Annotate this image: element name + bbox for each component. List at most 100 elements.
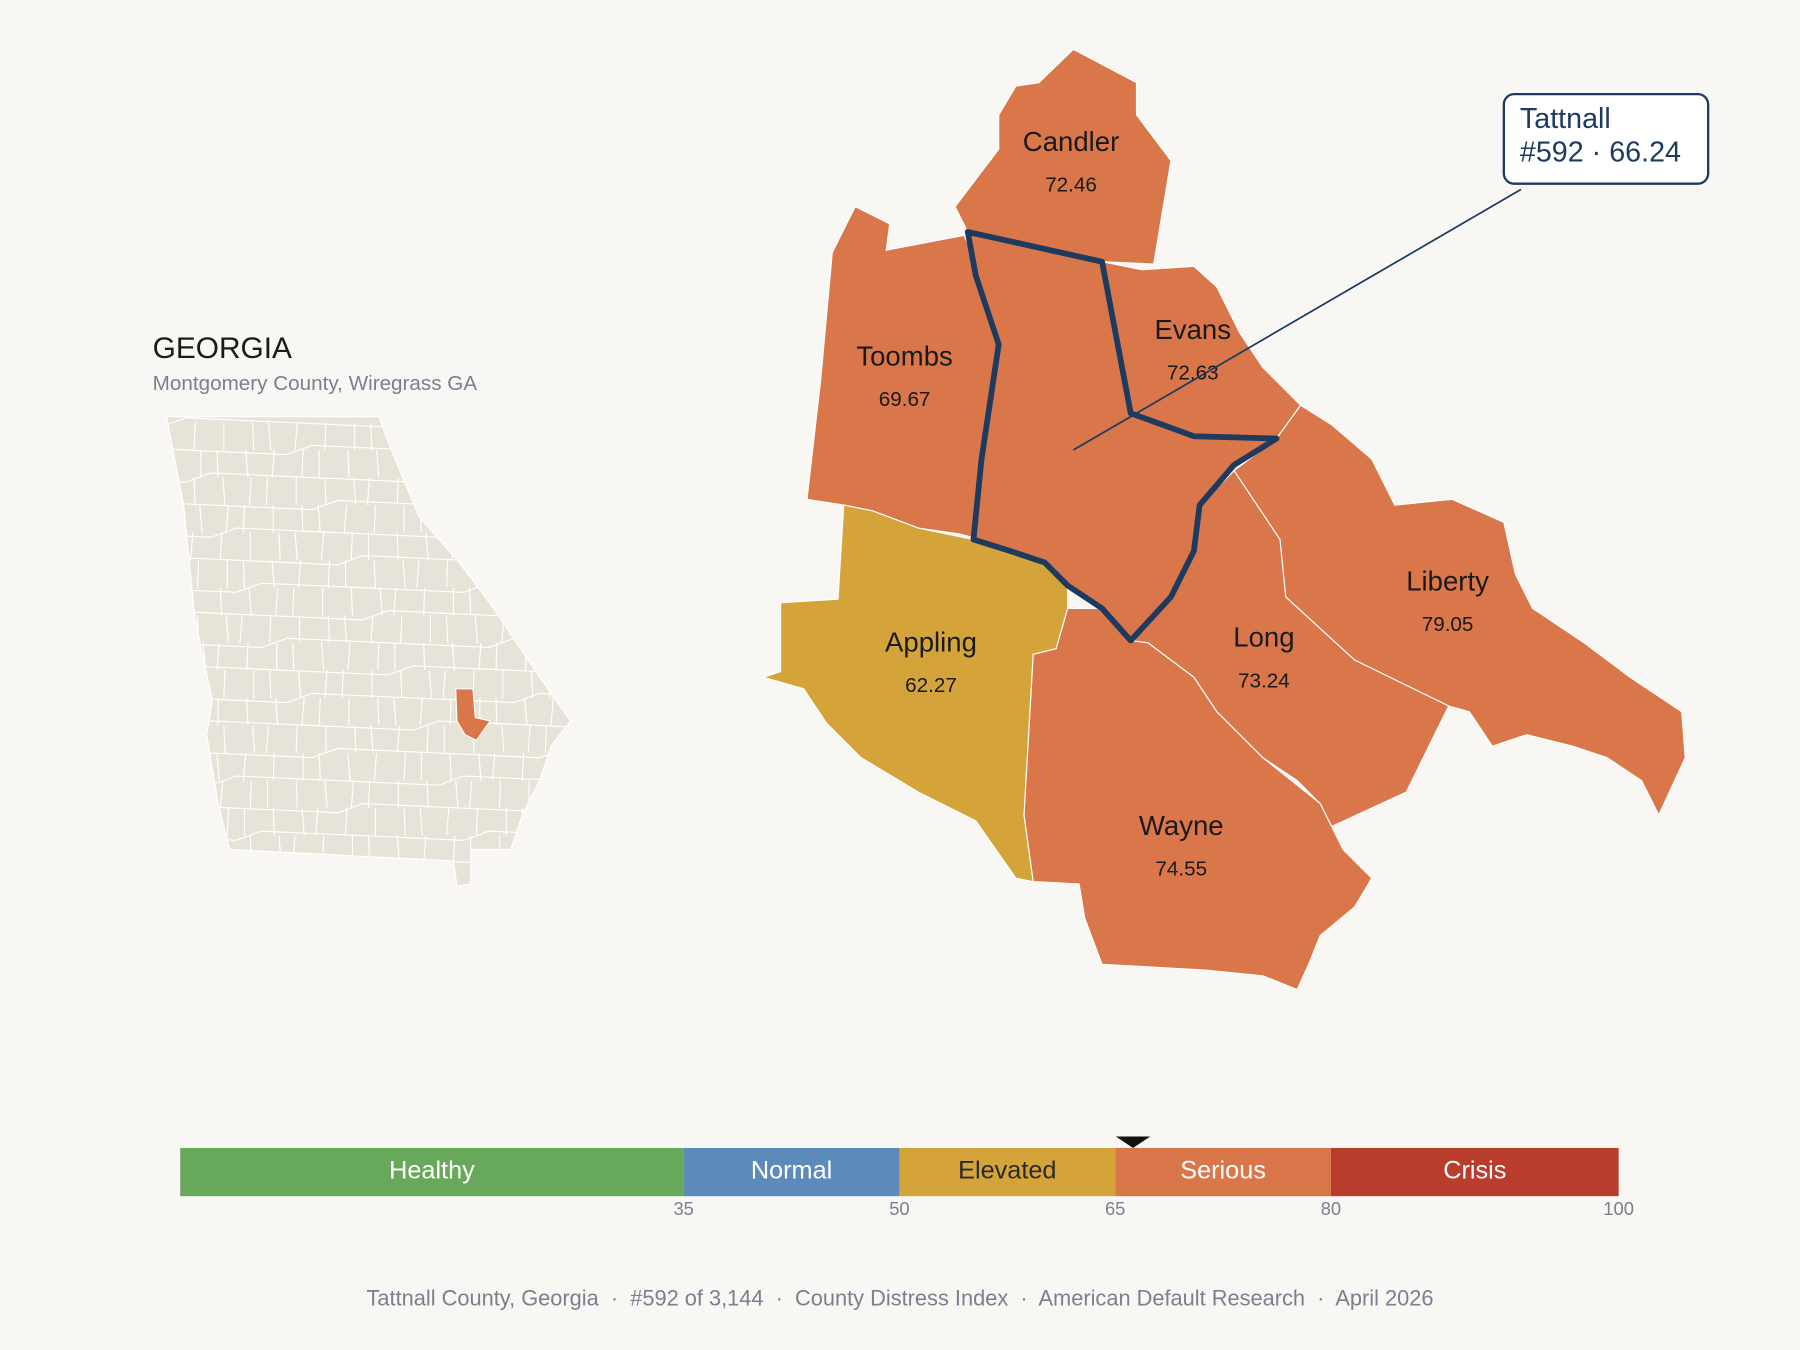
county-border [425,422,429,451]
county-border [176,532,180,561]
county-border [295,780,298,809]
county-border [216,753,220,781]
county-border [474,615,479,643]
score-pointer [1115,1136,1151,1148]
county-name: Candler [1023,126,1119,157]
county-border [170,808,174,836]
county-border [344,808,348,836]
county-value: 72.46 [1045,173,1097,196]
county-border [301,505,304,533]
county-border [344,863,348,887]
county-border [292,587,295,616]
county-border [324,780,328,809]
county-border [278,532,281,561]
county-border [494,449,498,478]
county-border [521,753,525,781]
county-value: 73.24 [1238,669,1290,692]
county-border [246,642,249,671]
county-border [400,863,404,887]
tick-label: 100 [1603,1198,1634,1219]
county-border [504,560,507,588]
scale-band [1115,1147,1331,1197]
county-border [173,642,177,671]
county-name: Wayne [1139,810,1224,841]
county-border [219,532,223,561]
county-border [544,725,548,754]
county-border [166,725,168,754]
county-border [167,670,171,699]
county-border [445,615,449,643]
county-border [475,808,479,836]
county-border [347,449,350,478]
county-border [373,753,378,781]
county-border [295,725,298,754]
county-border [343,505,348,533]
county-border [478,449,481,478]
county-border [403,753,406,781]
county-border [166,422,168,451]
county-border [396,532,399,561]
county-border [350,780,355,809]
county-border [504,863,508,887]
county-border [294,532,298,561]
county-border [468,780,473,809]
county-border [370,422,373,451]
county-value: 72.63 [1167,362,1219,385]
callout-box [1502,92,1710,185]
inset-subtitle: Montgomery County, Wiregrass GA [153,372,478,395]
county-border [268,422,272,451]
county-border [474,505,479,533]
county-border [269,670,272,698]
county-border [352,477,357,506]
county-border [196,808,201,836]
county-border [373,560,376,588]
county-map: Candler 72.46 Toombs 69.67 Evans 72.63 Liberty… [761,48,1686,991]
county-border [373,505,376,533]
county-border [324,670,328,699]
county-border [377,697,380,726]
county-border [173,587,177,616]
county-border [191,835,194,864]
county-border [455,780,459,809]
callout-name: Tattnall [1520,103,1611,135]
county-border [445,808,450,836]
county-border [550,697,554,726]
county-border [200,753,203,781]
county-border [327,560,331,588]
county-border [193,477,196,506]
county-border [497,477,502,506]
county-border [366,477,371,506]
county-border [226,808,230,836]
county-border [455,477,458,506]
tick-label: 35 [673,1198,693,1219]
county-border [327,615,331,643]
county-border [544,780,548,809]
county-border [200,697,203,726]
county-border [527,725,531,754]
county-border [442,422,445,451]
county-border [403,808,406,836]
score-scale: Healthy Normal Elevated Serious Crisis 35 50 65… [180,1136,1634,1219]
county-border [442,670,446,699]
county-border [219,780,224,809]
tick-label: 50 [889,1198,909,1219]
county-border [170,449,173,478]
county-border [468,532,472,561]
county-border [297,670,302,699]
county-border [199,505,203,533]
county-border [520,449,525,478]
county-value: 79.05 [1422,613,1474,636]
county-value: 74.55 [1155,858,1207,881]
county-name: Long [1233,622,1294,653]
county-border [400,615,403,643]
county-border [553,835,558,864]
county-border [350,587,353,616]
callout-rank-score: #592 · 66.24 [1520,136,1681,168]
county-border [398,422,403,451]
county-border [426,725,429,754]
band-label: Normal [751,1157,832,1185]
county-border [269,615,272,643]
county-border [543,422,548,451]
